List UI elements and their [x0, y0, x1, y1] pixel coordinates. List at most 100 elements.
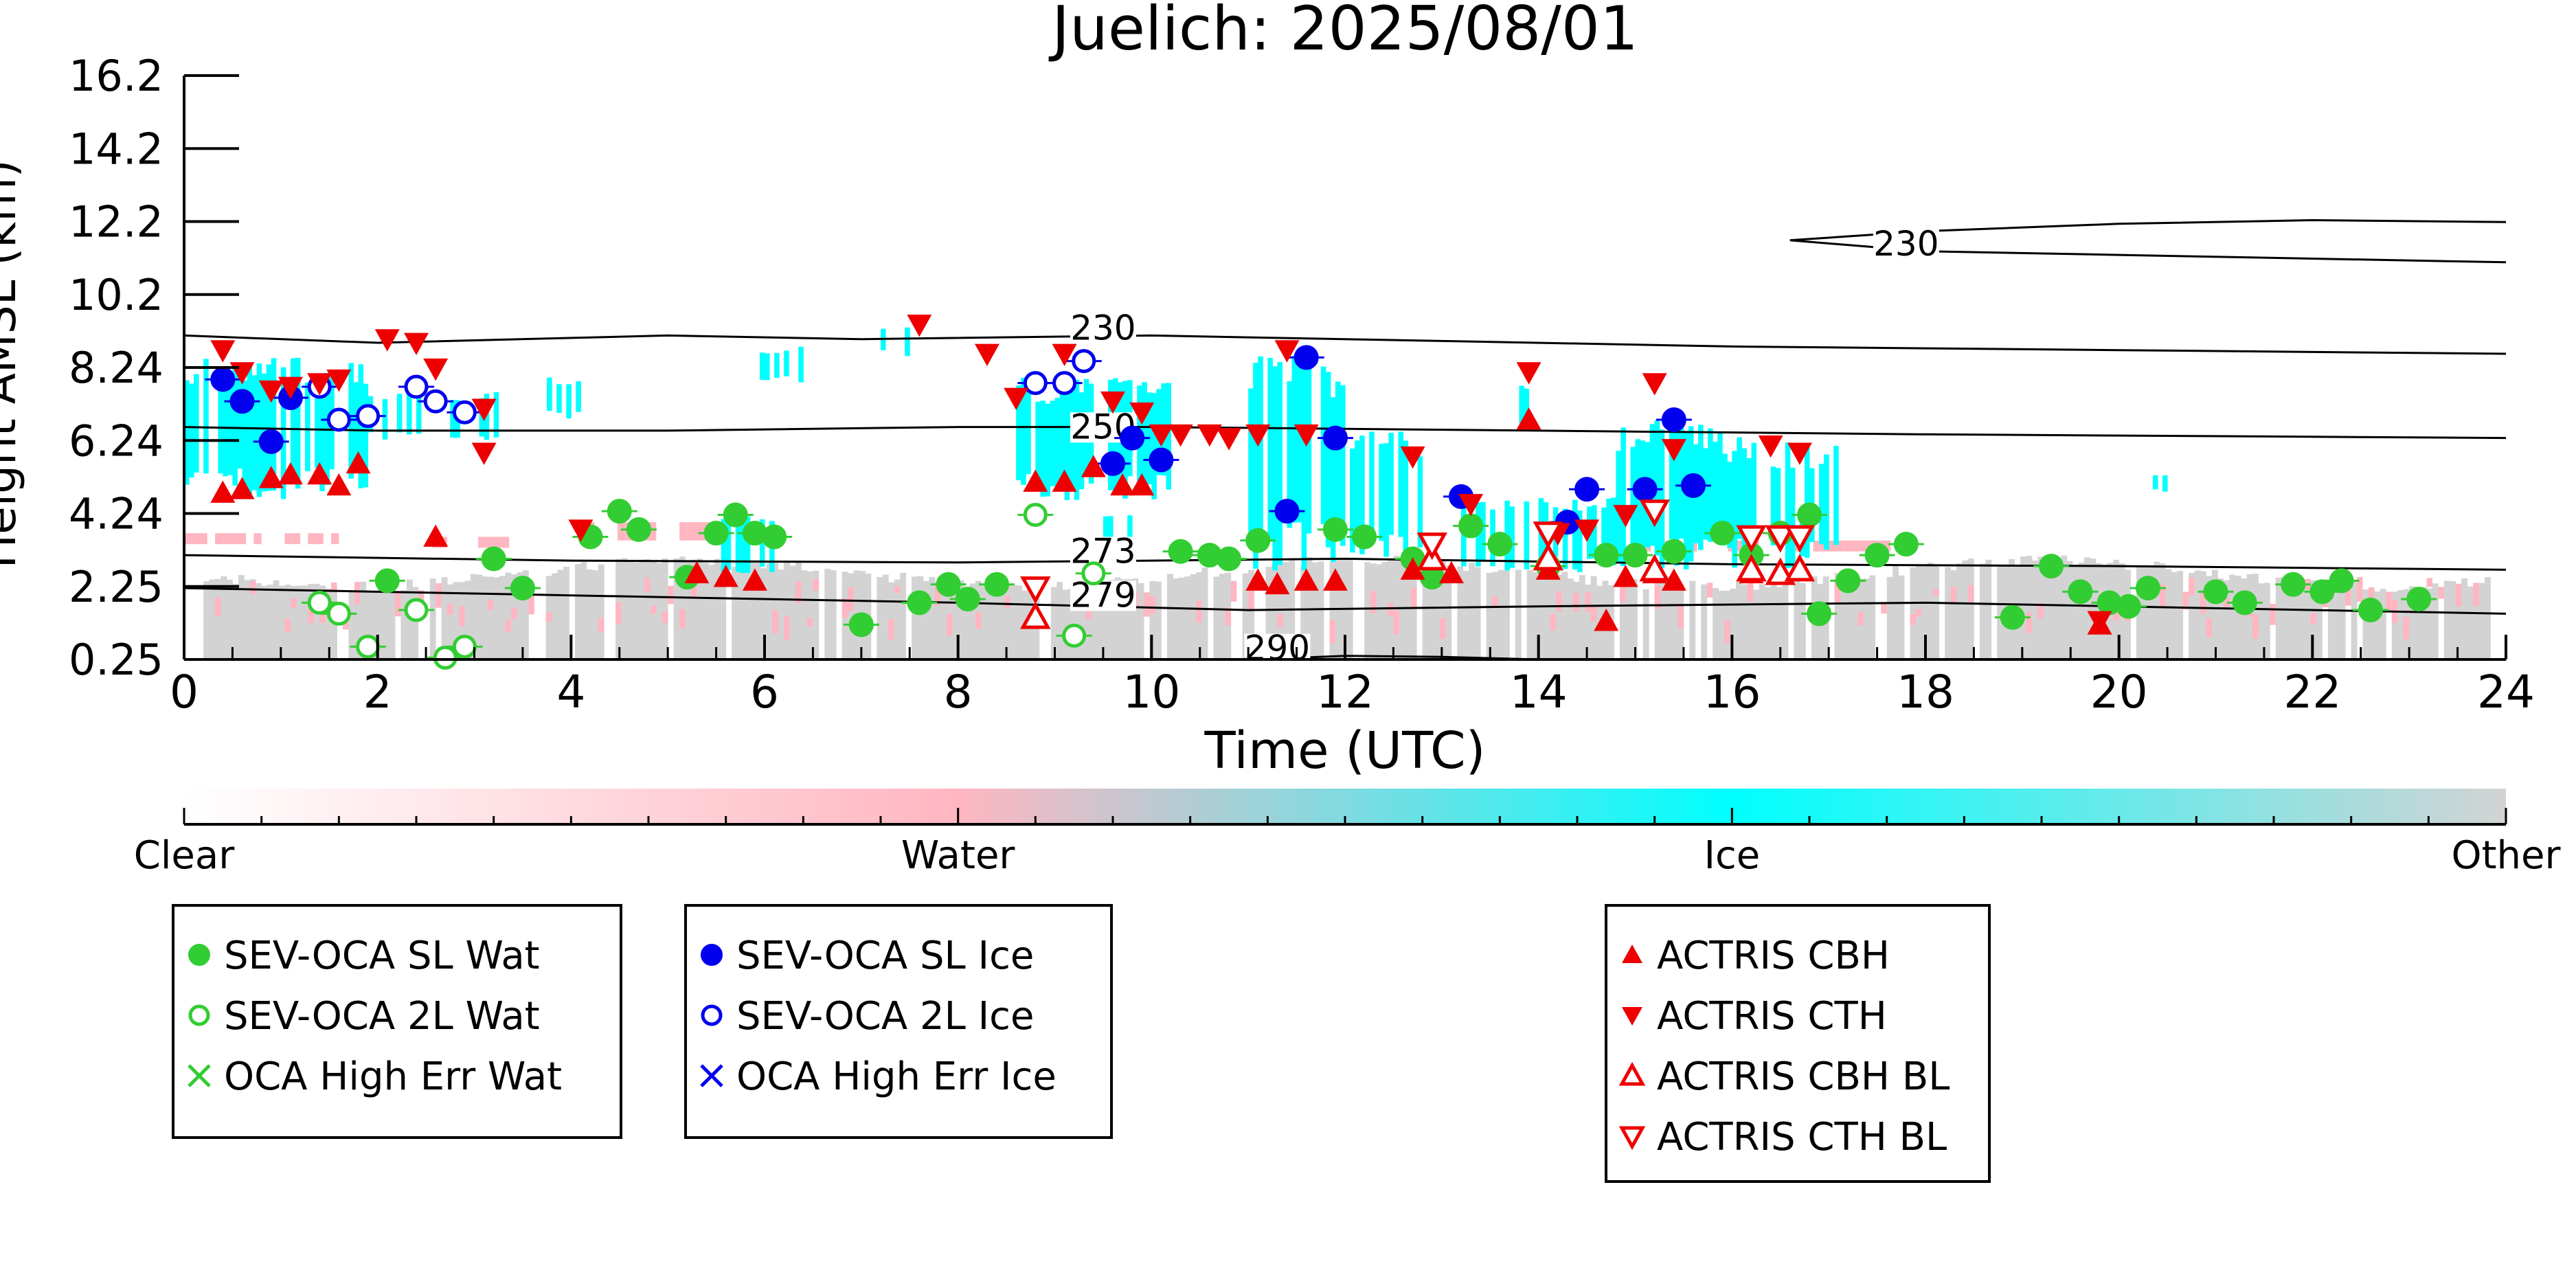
other-class-column — [644, 559, 651, 659]
data-point — [326, 369, 352, 392]
data-point — [1081, 561, 1106, 586]
data-point — [1400, 557, 1425, 580]
other-class-column — [1579, 575, 1585, 659]
water-class-cell — [2037, 602, 2044, 619]
ice-class-cell — [1059, 380, 1065, 490]
ice-class-cell — [218, 374, 223, 474]
water-class-cell — [2369, 587, 2375, 602]
data-point — [423, 358, 449, 381]
other-class-column — [464, 580, 471, 659]
data-point — [1681, 473, 1706, 498]
water-class-cell — [888, 619, 894, 640]
y-tick-label: 12.2 — [69, 197, 163, 247]
data-point — [2039, 554, 2064, 579]
water-class-cell — [1393, 610, 1399, 635]
water-class-cell — [1910, 613, 1916, 625]
data-markers — [205, 314, 2437, 670]
other-class-column — [2049, 558, 2056, 659]
other-class-column — [2211, 569, 2218, 659]
water-class-cell — [1277, 613, 1283, 627]
chart-title: Juelich: 2025/08/01 — [1048, 0, 1638, 64]
other-class-column — [1863, 578, 1870, 659]
ice-class-cell — [1592, 505, 1597, 558]
other-class-column — [290, 585, 297, 659]
other-class-column — [2485, 577, 2491, 659]
water-class-cell — [1860, 540, 1868, 552]
other-class-column — [1933, 565, 1940, 659]
other-class-column — [737, 558, 744, 659]
other-class-column — [830, 570, 837, 659]
water-class-cell — [615, 602, 622, 624]
other-class-column — [952, 581, 959, 659]
water-class-cell — [308, 533, 316, 545]
other-class-column — [2206, 576, 2213, 659]
data-point — [1574, 477, 1600, 502]
other-class-column — [708, 565, 715, 659]
data-point — [1533, 521, 1563, 550]
other-class-column — [690, 559, 697, 659]
water-class-cell — [249, 580, 256, 595]
data-point — [210, 367, 236, 392]
other-class-column — [517, 572, 523, 659]
ice-class-cell — [1026, 390, 1031, 475]
other-class-column — [2072, 566, 2079, 659]
data-point — [356, 404, 381, 429]
water-class-cell — [447, 603, 453, 615]
data-point — [404, 332, 429, 356]
other-class-column — [2083, 557, 2090, 659]
other-class-column — [2455, 585, 2462, 659]
data-point — [955, 587, 980, 612]
ice-class-cell — [1804, 447, 1810, 551]
data-point — [452, 634, 477, 659]
other-class-column — [749, 561, 756, 659]
ice-class-cell — [479, 398, 485, 437]
other-class-column — [453, 582, 460, 659]
x-tick-label: 0 — [170, 666, 199, 719]
data-point — [1516, 362, 1541, 385]
other-class-column — [638, 559, 645, 659]
ice-class-cell — [256, 363, 262, 497]
data-point — [346, 451, 371, 474]
other-class-column — [279, 585, 285, 659]
ice-class-cell — [1732, 459, 1737, 568]
legend-marker — [1618, 1126, 1646, 1151]
x-tick-label: 16 — [1703, 666, 1761, 719]
other-class-column — [429, 578, 436, 659]
ice-class-cell — [1296, 366, 1302, 523]
ice-class-cell — [1379, 444, 1384, 541]
data-point — [1784, 554, 1816, 582]
water-class-cell — [2206, 618, 2212, 637]
legend-frame — [684, 904, 1113, 1139]
water-class-cell — [2189, 577, 2195, 596]
other-class-column — [732, 567, 738, 659]
data-point — [1149, 424, 1174, 447]
other-class-column — [296, 585, 303, 659]
water-class-cell — [1747, 578, 1754, 602]
ice-class-cell — [1258, 356, 1263, 545]
other-class-column — [1155, 581, 1162, 659]
other-class-column — [2090, 558, 2097, 659]
ice-class-cell — [1107, 516, 1114, 547]
other-class-column — [1277, 562, 1284, 659]
other-class-column — [598, 564, 605, 659]
water-class-cell — [679, 522, 688, 541]
other-class-column — [1190, 574, 1197, 659]
other-class-column — [1242, 573, 1249, 659]
other-class-column — [1921, 564, 1928, 659]
other-class-column — [1735, 581, 1742, 659]
ice-class-cell — [184, 380, 190, 485]
water-class-cell — [617, 522, 626, 541]
data-point — [1797, 502, 1822, 528]
data-point — [404, 374, 429, 399]
data-point — [210, 340, 236, 363]
ice-class-cell — [189, 383, 194, 478]
data-point — [1274, 499, 1300, 524]
data-point — [1758, 435, 1783, 458]
data-point — [626, 517, 651, 542]
series-actris-cbh-bl — [1020, 543, 1816, 629]
water-class-cell — [1370, 591, 1377, 613]
data-point — [1893, 532, 1919, 557]
ice-class-cell — [1151, 393, 1157, 499]
data-point — [2281, 572, 2306, 597]
other-class-column — [1318, 561, 1324, 659]
